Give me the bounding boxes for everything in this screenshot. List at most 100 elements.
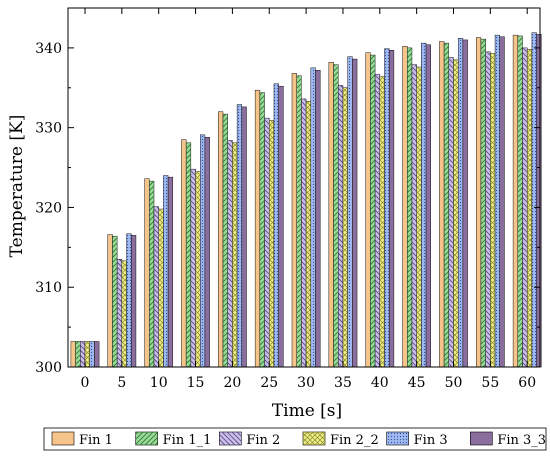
bar — [204, 137, 210, 368]
x-tick-label: 5 — [117, 375, 126, 391]
x-tick-label: 10 — [150, 375, 168, 391]
bar — [278, 85, 284, 368]
x-tick-label: 35 — [334, 375, 352, 391]
x-tick-label: 20 — [223, 375, 241, 391]
legend-swatch-pattern — [386, 432, 409, 445]
bar — [388, 50, 395, 368]
bar — [218, 111, 224, 368]
bar-pattern — [495, 35, 500, 367]
bar-pattern — [448, 57, 454, 368]
legend-label: Fin 2 — [246, 433, 280, 448]
bar-pattern — [80, 341, 85, 367]
bar-pattern — [347, 56, 353, 368]
x-tick-label: 45 — [408, 375, 426, 391]
bar — [462, 39, 468, 368]
bar-pattern — [237, 104, 242, 367]
legend-box — [43, 427, 547, 451]
bar-pattern — [522, 47, 528, 368]
bar-pattern — [121, 260, 127, 367]
bar — [402, 46, 408, 368]
bar-pattern — [490, 53, 496, 368]
bar-pattern — [195, 171, 201, 367]
bar — [315, 70, 321, 368]
bar-pattern — [154, 206, 159, 367]
bar-pattern — [75, 341, 81, 367]
y-tick-label: 310 — [35, 280, 62, 296]
legend-label: Fin 3 — [414, 433, 448, 448]
legend-label: Fin 1_1 — [163, 433, 212, 448]
legend-swatch — [470, 431, 493, 446]
bar-pattern — [126, 233, 132, 367]
bar-pattern — [407, 47, 412, 368]
y-tick-label: 340 — [35, 41, 62, 57]
bar-pattern — [190, 169, 196, 367]
bar-pattern — [531, 32, 537, 367]
bar — [70, 341, 76, 368]
bar-pattern — [384, 48, 390, 367]
x-tick-label: 50 — [445, 375, 463, 391]
legend-swatch — [51, 431, 75, 446]
x-tick-label: 30 — [297, 375, 315, 391]
bar — [365, 52, 371, 368]
bar-pattern — [117, 259, 122, 367]
bar — [328, 62, 334, 368]
bar-pattern — [223, 114, 228, 367]
x-tick-label: 15 — [187, 375, 205, 391]
bar-pattern — [186, 142, 191, 367]
bar — [181, 139, 187, 368]
bar-pattern — [301, 98, 307, 368]
legend-label: Fin 1 — [79, 433, 113, 448]
bar-pattern — [264, 118, 270, 368]
bar — [254, 89, 261, 368]
plot-frame — [67, 7, 541, 368]
bar — [439, 41, 445, 368]
bar — [476, 37, 482, 368]
bar — [352, 58, 358, 368]
bar-pattern — [227, 140, 233, 367]
bar — [425, 44, 431, 368]
bar-pattern — [485, 51, 491, 367]
bar-pattern — [85, 341, 90, 367]
bar-pattern — [163, 175, 169, 367]
legend: Fin 1 Fin 1_1 Fin 2 Fin 2_2 Fin 3 Fin 3_3 — [43, 427, 547, 451]
bar-pattern — [421, 43, 427, 367]
x-axis-label: Time [s] — [272, 401, 342, 421]
bar-pattern — [444, 43, 449, 367]
bar-pattern — [158, 209, 164, 367]
bar-pattern — [379, 76, 385, 367]
bar — [536, 34, 542, 368]
bar — [107, 234, 113, 368]
x-tick-label: 25 — [260, 375, 278, 391]
bar-pattern — [527, 49, 532, 368]
bar — [94, 341, 100, 368]
bar — [131, 235, 137, 368]
bar-pattern — [333, 64, 339, 368]
x-tick-label: 60 — [518, 375, 536, 391]
bar-pattern — [517, 35, 523, 368]
bar-pattern — [480, 39, 486, 367]
bar-pattern — [89, 341, 95, 367]
legend-swatch-pattern — [135, 432, 158, 445]
y-tick-label: 330 — [35, 121, 62, 137]
legend-label: Fin 2_2 — [330, 433, 379, 448]
bar — [499, 36, 505, 368]
bar — [167, 176, 174, 368]
bar-pattern — [200, 134, 205, 367]
bar-pattern — [232, 142, 238, 367]
bar-pattern — [149, 181, 154, 367]
bar — [144, 178, 150, 368]
bar-pattern — [259, 92, 265, 367]
bar-pattern — [416, 67, 422, 367]
bar-pattern — [342, 87, 348, 368]
bar-pattern — [296, 75, 302, 368]
bar-pattern — [338, 85, 343, 367]
bar — [512, 34, 519, 368]
bar-pattern — [306, 101, 311, 367]
bar-pattern — [310, 67, 316, 367]
bar — [291, 73, 297, 368]
bar-pattern — [269, 120, 274, 367]
legend-swatch-pattern — [303, 432, 325, 445]
bar-pattern — [112, 236, 118, 367]
